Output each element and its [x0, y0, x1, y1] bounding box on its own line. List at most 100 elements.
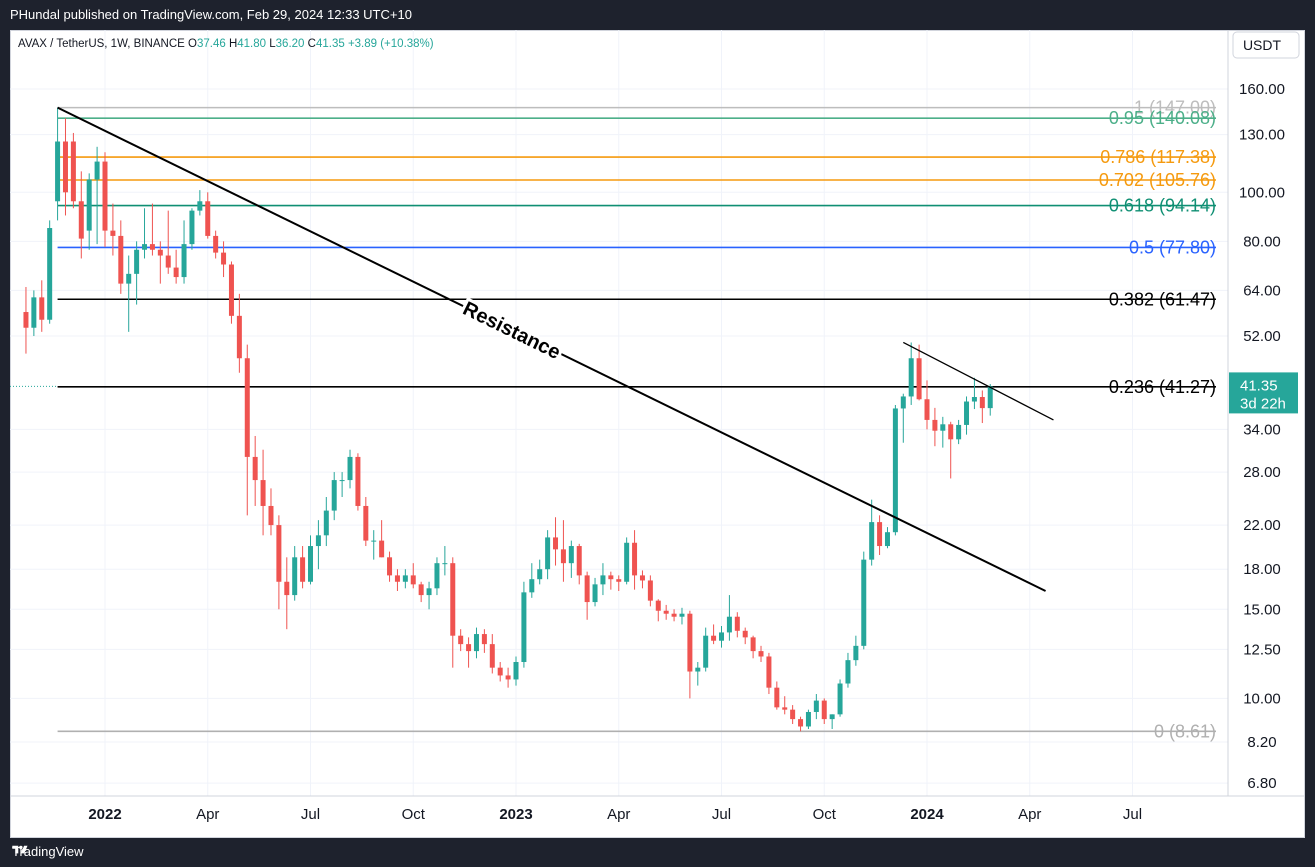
- candle: [916, 344, 922, 401]
- candle: [987, 384, 993, 416]
- close-label: C: [308, 38, 316, 50]
- candle-body: [892, 408, 898, 533]
- candle-body: [758, 651, 764, 657]
- candle-body: [877, 522, 883, 547]
- tradingview-logo-icon: [12, 845, 28, 854]
- candle: [126, 255, 132, 332]
- candle-body: [276, 525, 282, 582]
- candle-body: [766, 656, 772, 688]
- candle: [110, 203, 116, 256]
- candle: [663, 604, 669, 620]
- candle: [94, 146, 100, 245]
- candle: [276, 515, 282, 610]
- candle: [639, 570, 645, 589]
- candle: [805, 709, 811, 729]
- tradingview-brand[interactable]: TradingView: [12, 844, 84, 859]
- candle: [205, 192, 211, 239]
- candle: [537, 559, 543, 585]
- candle-body: [23, 312, 29, 328]
- trendline: [57, 106, 1046, 592]
- candle-body: [987, 386, 993, 409]
- price-badge: [1229, 372, 1298, 414]
- candle-body: [497, 667, 503, 676]
- candle-body: [537, 569, 543, 580]
- candle: [608, 571, 614, 590]
- candle-body: [948, 424, 954, 440]
- chart-container[interactable]: [10, 30, 1305, 838]
- candle: [371, 530, 377, 560]
- resistance-label: Resistance: [459, 298, 564, 364]
- candle: [742, 627, 748, 645]
- candle-body: [916, 358, 922, 400]
- candle: [221, 241, 227, 278]
- candle: [576, 543, 582, 585]
- candle-body: [134, 249, 140, 274]
- candle-body: [197, 201, 203, 211]
- candle-body: [402, 575, 408, 582]
- candle-body: [829, 714, 835, 720]
- candle: [418, 581, 424, 603]
- candle: [78, 171, 84, 259]
- candle-body: [426, 588, 432, 596]
- candle-body: [244, 358, 250, 457]
- candle-body: [884, 532, 890, 547]
- candle: [47, 220, 53, 324]
- candle-body: [624, 542, 630, 582]
- candle: [442, 546, 448, 576]
- candle: [845, 652, 851, 688]
- price-tick-label: 34.00: [1243, 421, 1281, 438]
- candle-body: [813, 700, 819, 712]
- candle-body: [387, 557, 393, 576]
- candle-body: [513, 662, 519, 680]
- candle-body: [632, 542, 638, 576]
- candle-body: [260, 480, 266, 506]
- candle: [181, 220, 187, 284]
- price-tick-label: 28.00: [1243, 464, 1281, 481]
- candle: [284, 557, 290, 630]
- candle-body: [979, 397, 985, 409]
- candle: [790, 705, 796, 724]
- candle-body: [236, 315, 242, 359]
- candle-body: [821, 700, 827, 720]
- candle: [695, 662, 701, 686]
- candle-body: [750, 637, 756, 652]
- candle: [877, 515, 883, 556]
- price-tick-label: 80.00: [1243, 233, 1281, 250]
- candle-body: [252, 456, 258, 481]
- candle-body: [410, 575, 416, 585]
- candle: [434, 557, 440, 596]
- candle-body: [971, 397, 977, 402]
- candle: [244, 344, 250, 516]
- candle: [102, 152, 108, 247]
- candle-body: [323, 510, 329, 536]
- candle: [568, 540, 574, 578]
- axes: 160.00 130.00 100.00 80.00 64.00 52.00 34.00 28…: [10, 30, 1305, 823]
- candle-body: [869, 522, 875, 560]
- candle-body: [189, 210, 195, 245]
- candle: [426, 581, 432, 610]
- candle: [23, 286, 29, 354]
- candle: [837, 679, 843, 717]
- candle-body: [221, 252, 227, 265]
- candle-body: [458, 635, 464, 645]
- candle: [655, 599, 661, 622]
- candle: [62, 118, 68, 216]
- price-tick-label: 10.00: [1243, 690, 1281, 707]
- fib-label: 0.618 (94.14): [1109, 196, 1216, 216]
- time-tick-label: Jul: [712, 806, 731, 823]
- candle: [300, 546, 306, 589]
- candle-body: [964, 401, 970, 425]
- price-tick-label: 8.20: [1247, 734, 1276, 751]
- candle-body: [568, 546, 574, 564]
- price-tick-label: 52.00: [1243, 328, 1281, 345]
- candle: [758, 645, 764, 663]
- candle: [252, 435, 258, 506]
- change-value: +3.89 (+10.38%): [348, 38, 434, 50]
- candle: [979, 390, 985, 424]
- candle-body: [726, 616, 732, 633]
- time-tick-label: 2022: [88, 806, 121, 823]
- candle-body: [434, 563, 440, 589]
- candle: [719, 626, 724, 648]
- candle: [687, 610, 693, 699]
